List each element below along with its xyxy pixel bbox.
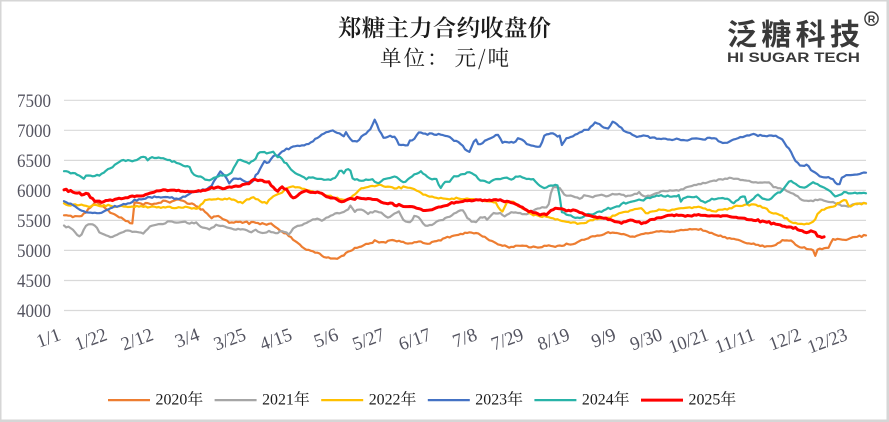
svg-text:8/19: 8/19 [535, 324, 573, 355]
svg-text:4500: 4500 [17, 271, 51, 292]
svg-text:2022: 2022 [369, 392, 401, 409]
svg-text:7500: 7500 [17, 91, 51, 112]
svg-text:HI SUGAR TECH: HI SUGAR TECH [727, 50, 860, 65]
svg-text:2/12: 2/12 [118, 324, 156, 355]
svg-text:6000: 6000 [17, 181, 51, 202]
svg-text:10/21: 10/21 [666, 324, 712, 358]
svg-text:4000: 4000 [17, 301, 51, 322]
svg-text:2025: 2025 [689, 392, 721, 409]
svg-text:2024: 2024 [582, 392, 614, 409]
svg-text:7000: 7000 [17, 121, 51, 142]
svg-text:12/23: 12/23 [805, 324, 851, 358]
svg-text:9/9: 9/9 [589, 324, 619, 352]
svg-text:2021: 2021 [262, 392, 294, 409]
svg-text:2023: 2023 [475, 392, 507, 409]
svg-text:5500: 5500 [17, 211, 51, 232]
svg-text:11/11: 11/11 [712, 324, 758, 358]
svg-text:5/27: 5/27 [350, 324, 388, 355]
svg-text:1/22: 1/22 [72, 324, 110, 355]
svg-text:6/17: 6/17 [396, 324, 434, 355]
svg-text:6500: 6500 [17, 151, 51, 172]
svg-text:3/25: 3/25 [211, 324, 249, 355]
svg-text:9/30: 9/30 [627, 324, 665, 355]
svg-text:5000: 5000 [17, 241, 51, 262]
svg-text:1/1: 1/1 [34, 324, 64, 352]
svg-text:5/6: 5/6 [311, 324, 341, 352]
svg-text:12/2: 12/2 [766, 324, 804, 355]
svg-text:4/15: 4/15 [257, 324, 295, 355]
svg-text:3/4: 3/4 [172, 324, 203, 352]
svg-text:7/8: 7/8 [450, 324, 480, 352]
svg-text:7/29: 7/29 [489, 324, 527, 355]
svg-text:2020: 2020 [156, 392, 188, 409]
svg-text:R: R [868, 14, 876, 26]
